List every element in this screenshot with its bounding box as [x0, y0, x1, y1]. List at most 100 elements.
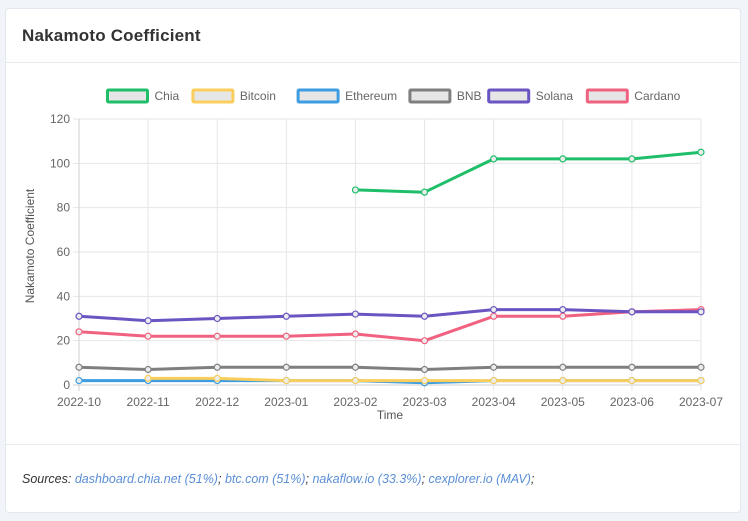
x-axis-ticks: 2022-10 2022-11 2022-12 2023-01 2023-02 2023-… — [57, 395, 723, 409]
x-tick-label: 2022-10 — [57, 395, 101, 409]
legend-item-chia[interactable]: Chia — [106, 88, 180, 104]
x-tick-label: 2023-01 — [264, 395, 308, 409]
data-point-chia[interactable] — [628, 155, 636, 163]
data-point-bitcoin[interactable] — [697, 376, 705, 385]
data-point-bitcoin[interactable] — [282, 376, 290, 385]
y-tick-label: 80 — [57, 201, 71, 215]
data-point-solana[interactable] — [559, 306, 567, 314]
data-point-bitcoin[interactable] — [559, 376, 567, 385]
legend-item-solana[interactable]: Solana — [487, 88, 574, 104]
legend-item-bitcoin[interactable]: Bitcoin — [191, 88, 276, 104]
data-point-bnb[interactable] — [75, 363, 83, 371]
data-point-bnb[interactable] — [144, 365, 152, 374]
data-point-solana[interactable] — [282, 312, 290, 320]
data-point-solana[interactable] — [420, 312, 429, 320]
source-link-cexplorer[interactable]: cexplorer.io (MAV) — [428, 471, 531, 486]
series-points — [75, 148, 705, 387]
y-tick-label: 100 — [50, 156, 70, 170]
data-point-bnb[interactable] — [213, 363, 221, 371]
legend-label-solana: Solana — [536, 89, 574, 103]
data-point-cardano[interactable] — [420, 337, 429, 345]
data-point-bnb[interactable] — [282, 363, 290, 371]
card-title: Nakamoto Coefficient — [22, 25, 201, 45]
data-point-solana[interactable] — [144, 317, 152, 325]
data-point-solana[interactable] — [75, 312, 83, 320]
legend-label-bnb: BNB — [457, 89, 482, 103]
data-point-bitcoin[interactable] — [351, 376, 360, 385]
series-line-bnb — [77, 365, 703, 371]
data-point-bitcoin[interactable] — [420, 376, 429, 385]
x-tick-label: 2022-11 — [127, 395, 170, 409]
x-tick-label: 2023-06 — [610, 395, 654, 409]
legend-item-bnb[interactable]: BNB — [408, 88, 482, 104]
card-header: Nakamoto Coefficient — [6, 9, 740, 63]
data-point-cardano[interactable] — [559, 312, 567, 320]
sources-footer: Sources: dashboard.chia.net (51%); btc.c… — [6, 444, 740, 512]
series-line-chia — [353, 150, 703, 194]
data-point-chia[interactable] — [697, 148, 705, 156]
y-axis-ticks: 0 20 40 60 80 100 120 — [50, 112, 70, 392]
data-point-solana[interactable] — [490, 306, 498, 314]
y-tick-label: 0 — [63, 378, 70, 392]
series-lines — [77, 150, 703, 385]
legend-swatch-chia — [106, 88, 149, 104]
source-link-btc[interactable]: btc.com (51%) — [224, 471, 306, 486]
data-point-bnb[interactable] — [351, 363, 360, 371]
legend-swatch-solana — [487, 88, 531, 104]
data-point-solana[interactable] — [697, 308, 705, 316]
data-point-bnb[interactable] — [420, 365, 429, 374]
legend-label-ethereum: Ethereum — [345, 89, 397, 103]
legend-label-cardano: Cardano — [634, 89, 680, 103]
data-point-chia[interactable] — [559, 155, 567, 163]
sources-label: Sources: — [22, 471, 72, 486]
y-tick-label: 20 — [57, 334, 71, 348]
x-tick-label: 2022-12 — [195, 395, 239, 409]
legend-swatch-ethereum — [296, 88, 340, 104]
legend-swatch-cardano — [585, 88, 629, 104]
legend-label-chia: Chia — [155, 89, 180, 103]
data-point-bnb[interactable] — [490, 363, 498, 371]
legend-item-cardano[interactable]: Cardano — [585, 88, 681, 104]
legend-label-bitcoin: Bitcoin — [240, 89, 276, 103]
x-tick-label: 2023-02 — [333, 395, 377, 409]
y-tick-label: 60 — [57, 245, 71, 259]
source-link-chia[interactable]: dashboard.chia.net (51%) — [74, 471, 218, 486]
data-point-solana[interactable] — [628, 308, 636, 316]
data-point-ethereum[interactable] — [75, 376, 83, 385]
series-line-solana — [77, 308, 703, 323]
data-point-bitcoin[interactable] — [144, 374, 152, 382]
x-tick-label: 2023-07 — [679, 395, 723, 409]
legend-swatch-bitcoin — [191, 88, 235, 104]
legend-swatch-bnb — [408, 88, 452, 104]
x-tick-label: 2023-03 — [403, 395, 447, 409]
data-point-chia[interactable] — [420, 188, 429, 196]
data-point-cardano[interactable] — [351, 330, 360, 338]
data-point-solana[interactable] — [213, 314, 221, 323]
chart-grid — [73, 118, 702, 391]
data-point-cardano[interactable] — [144, 332, 152, 340]
data-point-cardano[interactable] — [213, 332, 221, 340]
chart-area: Chia Bitcoin Ethereum BNB Solana Cardano 0 20 4… — [6, 63, 742, 443]
data-point-cardano[interactable] — [490, 312, 498, 320]
data-point-cardano[interactable] — [282, 332, 290, 340]
y-tick-label: 120 — [50, 112, 70, 126]
legend-item-ethereum[interactable]: Ethereum — [296, 88, 397, 104]
data-point-chia[interactable] — [490, 155, 498, 163]
chart-legend: Chia Bitcoin Ethereum BNB Solana Cardano — [106, 88, 681, 104]
data-point-bnb[interactable] — [559, 363, 567, 371]
source-link-nakaflow[interactable]: nakaflow.io (33.3%) — [312, 471, 422, 486]
chart-card: Nakamoto Coefficient Chia Bitcoin Ethereum… — [5, 8, 741, 513]
data-point-chia[interactable] — [351, 186, 360, 194]
data-point-bnb[interactable] — [697, 363, 705, 371]
y-axis-label: Nakamoto Coefficient — [23, 188, 37, 303]
data-point-bitcoin[interactable] — [628, 376, 636, 385]
data-point-bnb[interactable] — [628, 363, 636, 371]
data-point-bitcoin[interactable] — [213, 374, 221, 382]
x-tick-label: 2023-05 — [541, 395, 585, 409]
data-point-bitcoin[interactable] — [490, 376, 498, 385]
data-point-solana[interactable] — [351, 310, 360, 318]
x-axis-label: Time — [377, 408, 404, 422]
x-tick-label: 2023-04 — [472, 395, 516, 409]
series-line-cardano — [77, 308, 703, 343]
data-point-cardano[interactable] — [75, 328, 83, 336]
